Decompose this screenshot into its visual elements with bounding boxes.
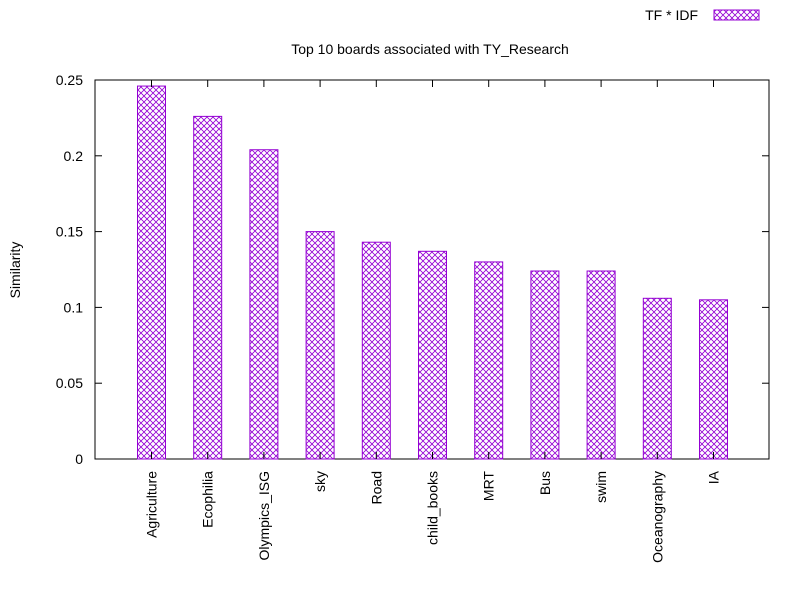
bars (137, 85, 728, 460)
bar-mrt (474, 261, 504, 460)
legend: TF * IDF (645, 7, 760, 23)
y-tick-label: 0 (75, 451, 83, 467)
x-tick-label: swim (593, 471, 609, 503)
y-tick-label: 0.05 (56, 375, 83, 391)
x-tick-label: sky (312, 471, 328, 492)
x-axis-ticks: Agriculture Ecophilia Olympics_ISG sky Road c… (144, 80, 722, 563)
bar-child-books (418, 250, 447, 460)
bar-oceanography (642, 297, 672, 460)
bar-swim (586, 270, 616, 460)
legend-label: TF * IDF (645, 7, 698, 23)
bar-agriculture (137, 85, 166, 460)
y-tick-label: 0.15 (56, 224, 83, 240)
y-axis-ticks: 0 0.05 0.1 0.15 0.2 0.25 (56, 72, 769, 467)
bar-sky (305, 231, 335, 460)
bar-ia (699, 299, 728, 460)
y-tick-label: 0.1 (64, 299, 84, 315)
x-tick-label: Bus (537, 471, 553, 495)
chart-title: Top 10 boards associated with TY_Researc… (291, 41, 569, 57)
y-tick-label: 0.25 (56, 72, 83, 88)
x-tick-label: child_books (425, 471, 441, 545)
x-tick-label: IA (706, 470, 722, 484)
y-axis-label: Similarity (7, 242, 23, 299)
bar-bus (530, 270, 560, 460)
x-tick-label: MRT (481, 471, 497, 502)
x-tick-label: Olympics_ISG (256, 471, 272, 560)
x-tick-label: Agriculture (144, 471, 160, 538)
bar-ecophilia (193, 115, 223, 460)
x-tick-label: Oceanography (649, 471, 665, 563)
bar-road (361, 241, 391, 460)
x-tick-label: Road (368, 471, 384, 504)
x-tick-label: Ecophilia (200, 471, 216, 528)
bar-olympics-isg (249, 149, 279, 460)
y-tick-label: 0.2 (64, 148, 84, 164)
legend-swatch (713, 9, 760, 21)
